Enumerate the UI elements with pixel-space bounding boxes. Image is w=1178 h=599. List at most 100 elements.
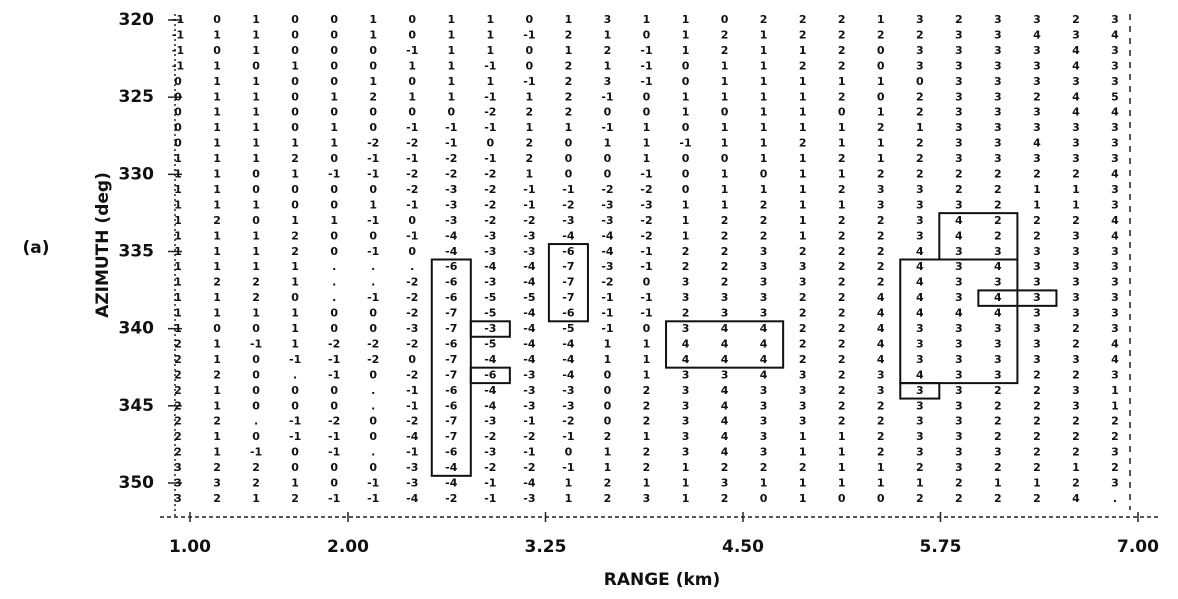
grid-value: 3 [682,322,690,335]
grid-value: 1 [682,106,690,119]
grid-value: 3 [955,121,963,134]
grid-value: 2 [799,353,807,366]
grid-value: 3 [1033,75,1041,88]
grid-value: 3 [604,75,612,88]
grid-value: 0 [213,322,221,335]
grid-value: 2 [1072,13,1080,26]
grid-value: 1 [604,461,612,474]
grid-value: -2 [640,229,652,242]
grid-value: 3 [955,337,963,350]
grid-value: -1 [640,168,652,181]
grid-value: 3 [916,44,924,57]
grid-value: 3 [1111,44,1119,57]
grid-value: 0 [330,183,338,196]
grid-value: 2 [877,229,885,242]
grid-value: 1 [213,121,221,134]
grid-value: 3 [955,245,963,258]
grid-value: 3 [955,291,963,304]
grid-value: -1 [640,75,652,88]
grid-value: 2 [994,183,1002,196]
grid-value: -6 [484,368,497,381]
grid-value: 1 [213,307,221,320]
grid-value: 3 [1111,291,1119,304]
grid-value: 0 [252,399,260,412]
grid-value: -4 [601,245,614,258]
grid-value: 4 [877,291,885,304]
grid-value: -6 [445,337,458,350]
grid-value: 0 [252,214,260,227]
grid-value: 2 [174,368,182,381]
grid-value: 3 [955,353,963,366]
grid-value: -5 [562,322,574,335]
grid-value: 1 [838,446,846,459]
grid-value: 0 [252,353,260,366]
grid-value: 4 [1072,106,1080,119]
grid-value: 1 [760,121,768,134]
grid-value: 3 [1111,477,1119,490]
grid-value: 2 [799,461,807,474]
grid-value: 1 [721,137,729,150]
grid-value: -1 [484,59,496,72]
grid-value: 1 [213,384,221,397]
grid-value: -4 [523,353,536,366]
grid-value: 4 [955,307,963,320]
grid-value: 1 [330,214,338,227]
grid-value: 0 [643,322,651,335]
grid-value: 1 [643,137,651,150]
grid-value: 4 [721,430,729,443]
grid-value: -6 [445,260,458,273]
grid-value: 2 [1033,168,1041,181]
grid-value: 0 [252,368,260,381]
grid-value: 1 [799,90,807,103]
grid-value: 1 [604,137,612,150]
grid-value: 1 [1033,183,1041,196]
grid-value: 3 [994,59,1002,72]
grid-value: 0 [291,13,299,26]
grid-value: 2 [760,13,768,26]
grid-value: 4 [1072,492,1080,505]
grid-value: 2 [1033,461,1041,474]
grid-value: 3 [994,137,1002,150]
grid-value: 0 [643,276,651,289]
grid-value: 3 [994,337,1002,350]
grid-value: 2 [1072,446,1080,459]
grid-value: 2 [565,59,573,72]
grid-value: 1 [487,75,495,88]
grid-value: 2 [838,399,846,412]
grid-value: 1 [799,229,807,242]
grid-value: -4 [523,260,536,273]
grid-value: 2 [291,492,299,505]
grid-value: 1 [291,214,299,227]
grid-value: 1 [838,477,846,490]
grid-value: 1 [213,229,221,242]
grid-value: -4 [562,368,575,381]
grid-value: -2 [523,461,535,474]
grid-value: 0 [369,44,377,57]
grid-value: 0 [330,28,338,41]
grid-value: 2 [877,446,885,459]
grid-value: -1 [445,137,457,150]
grid-value: -2 [484,183,496,196]
grid-value: -3 [406,322,418,335]
grid-value: -1 [289,415,301,428]
grid-value: 2 [760,214,768,227]
grid-value: -6 [445,384,458,397]
grid-value: -1 [367,152,379,165]
grid-value: 2 [252,477,260,490]
grid-value: 1 [291,276,299,289]
grid-value: 3 [877,384,885,397]
grid-value: 2 [213,415,221,428]
grid-value: -1 [640,307,652,320]
grid-value: 3 [1072,399,1080,412]
grid-value: 0 [408,106,416,119]
grid-value: -4 [523,276,536,289]
grid-value: 1 [682,214,690,227]
grid-value: 1 [877,477,885,490]
grid-value: 4 [916,260,924,273]
grid-value: 2 [174,384,182,397]
grid-value: 3 [799,260,807,273]
grid-value: 2 [213,368,221,381]
grid-value: 1 [799,430,807,443]
grid-value: -1 [367,477,379,490]
grid-value: -3 [484,415,496,428]
